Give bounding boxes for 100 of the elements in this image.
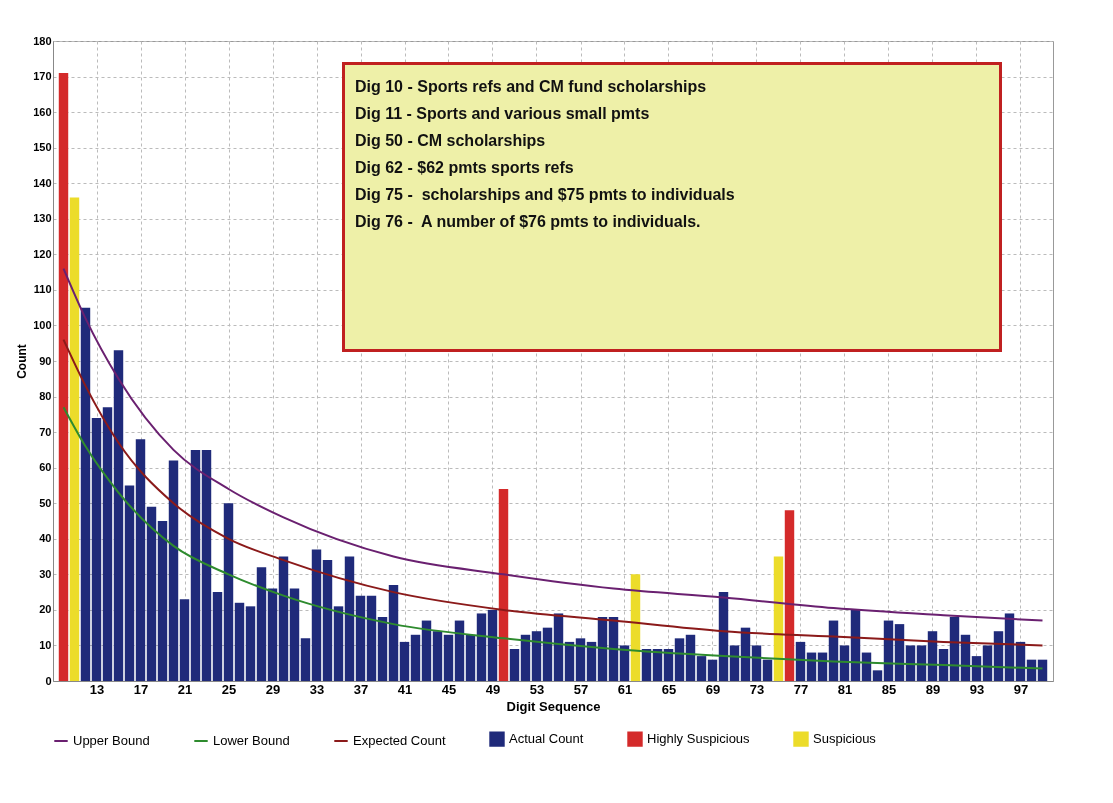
y-tick-label: 40	[39, 532, 52, 545]
y-tick-label: 150	[33, 141, 52, 154]
legend-label: Highly Suspicious	[647, 731, 751, 747]
bar	[410, 634, 421, 681]
bar	[619, 645, 630, 681]
bar	[630, 574, 641, 681]
x-tick-label: 37	[353, 681, 369, 697]
y-tick-label: 120	[33, 247, 52, 260]
y-tick-label: 90	[39, 354, 52, 367]
x-tick-label: 97	[1013, 681, 1029, 697]
x-tick-label: 29	[265, 681, 281, 697]
bar	[542, 627, 553, 681]
bar	[311, 549, 322, 681]
bar	[421, 620, 432, 681]
y-tick-label: 170	[33, 70, 52, 83]
bar	[982, 645, 993, 681]
bar	[366, 595, 377, 681]
bar	[388, 585, 399, 681]
x-tick-label: 13	[89, 681, 105, 697]
y-axis-title: Count	[15, 344, 30, 379]
line-series	[62, 338, 1044, 647]
bar	[333, 606, 344, 681]
y-tick-label: 80	[39, 390, 52, 403]
y-tick-label: 130	[33, 212, 52, 225]
y-tick-label: 180	[33, 34, 52, 47]
bar	[949, 617, 960, 681]
line-series	[62, 267, 1044, 622]
y-tick-label: 110	[33, 283, 52, 296]
x-tick-label: 49	[485, 681, 501, 697]
x-tick-label: 45	[441, 681, 457, 697]
x-tick-label: 21	[177, 681, 193, 697]
legend-label: Lower Bound	[213, 733, 290, 748]
bar	[872, 670, 883, 681]
bar	[905, 645, 916, 681]
bar	[58, 73, 69, 681]
bar	[784, 510, 795, 681]
y-tick-label: 30	[39, 567, 52, 580]
x-tick-label: 57	[573, 681, 589, 697]
bar	[729, 645, 740, 681]
bar	[80, 307, 91, 681]
bar	[157, 521, 168, 681]
x-tick-label: 65	[661, 681, 677, 697]
bar	[399, 641, 410, 681]
legend-label: Actual Count	[509, 731, 584, 747]
y-tick-label: 10	[39, 638, 52, 651]
y-tick-label: 100	[33, 318, 52, 331]
legend-label: Expected Count	[353, 733, 446, 748]
bar	[300, 638, 311, 681]
bar	[432, 631, 443, 681]
bar	[443, 634, 454, 681]
bar	[1037, 659, 1048, 681]
bar	[245, 606, 256, 681]
note-box: Dig 10 - Sports refs and CM fund scholarships Dig 11 - Sports and various small pmts Dig 50 - CM scholarships Dig 62 - $62 pmts sports refs Dig 75 - scholarships and $75 pmts to individuals Dig 76 - A number of $76 pmts to individuals.	[342, 62, 1002, 352]
bar	[531, 631, 542, 681]
x-tick-label: 41	[397, 681, 413, 697]
bar	[201, 449, 212, 681]
bar	[553, 613, 564, 681]
bar	[355, 595, 366, 681]
bar	[773, 556, 784, 681]
bar	[267, 588, 278, 681]
x-tick-label: 33	[309, 681, 325, 697]
x-tick-label: 61	[617, 681, 633, 697]
bar	[696, 656, 707, 681]
bar	[487, 609, 498, 681]
bar	[564, 641, 575, 681]
bar	[223, 503, 234, 681]
line-series	[62, 406, 1044, 670]
y-tick-label: 50	[39, 496, 52, 509]
bar	[168, 460, 179, 681]
bar	[190, 449, 201, 681]
bar	[762, 659, 773, 681]
y-tick-label: 0	[45, 674, 52, 687]
y-tick-label: 70	[39, 425, 52, 438]
legend-label: Upper Bound	[73, 733, 150, 748]
x-tick-label: 17	[133, 681, 149, 697]
bar	[465, 634, 476, 681]
bar	[256, 567, 267, 681]
x-tick-label: 73	[749, 681, 765, 697]
x-axis-title: Digit Sequence	[506, 698, 601, 714]
bar	[322, 560, 333, 681]
bar	[520, 634, 531, 681]
x-tick-label: 25	[221, 681, 237, 697]
bar	[102, 407, 113, 681]
bar	[751, 645, 762, 681]
bar	[124, 485, 135, 681]
bar	[113, 350, 124, 681]
bar	[91, 417, 102, 681]
x-tick-label: 69	[705, 681, 721, 697]
bar	[674, 638, 685, 681]
x-tick-label: 77	[793, 681, 809, 697]
bar	[586, 641, 597, 681]
bar	[69, 197, 80, 681]
bar	[278, 556, 289, 681]
bar	[575, 638, 586, 681]
y-tick-label: 60	[39, 461, 52, 474]
bar	[498, 489, 509, 681]
bar	[377, 617, 388, 681]
bar	[916, 645, 927, 681]
y-tick-label: 140	[33, 176, 52, 189]
bar	[135, 439, 146, 681]
